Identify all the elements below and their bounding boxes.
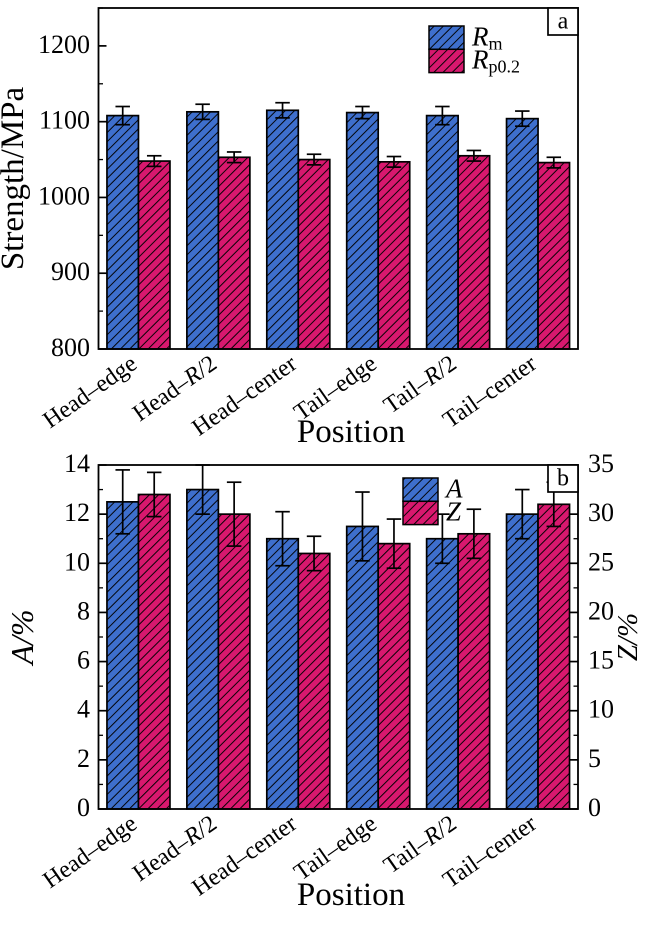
- svg-text:a: a: [558, 9, 569, 35]
- svg-text:Z: Z: [446, 497, 462, 527]
- svg-text:12: 12: [64, 498, 90, 527]
- svg-text:2: 2: [77, 744, 90, 773]
- svg-text:15: 15: [588, 646, 614, 675]
- svg-text:8: 8: [77, 596, 90, 625]
- svg-text:1000: 1000: [38, 181, 90, 210]
- svg-text:20: 20: [588, 596, 614, 625]
- svg-text:800: 800: [51, 333, 90, 362]
- svg-text:1200: 1200: [38, 30, 90, 59]
- svg-text:10: 10: [64, 547, 90, 576]
- svg-text:900: 900: [51, 257, 90, 286]
- svg-text:14: 14: [64, 449, 90, 478]
- svg-text:10: 10: [588, 695, 614, 724]
- svg-text:A/%: A/%: [4, 609, 40, 666]
- svg-text:Z/%: Z/%: [612, 613, 644, 661]
- svg-text:0: 0: [77, 793, 90, 822]
- svg-text:Position: Position: [297, 414, 405, 450]
- svg-text:30: 30: [588, 498, 614, 527]
- svg-text:5: 5: [588, 744, 601, 773]
- svg-text:Strength/MPa: Strength/MPa: [0, 86, 31, 270]
- svg-text:6: 6: [77, 646, 90, 675]
- svg-text:b: b: [557, 466, 569, 492]
- svg-text:35: 35: [588, 449, 614, 478]
- svg-text:0: 0: [588, 793, 601, 822]
- svg-text:1100: 1100: [39, 106, 90, 135]
- svg-text:25: 25: [588, 547, 614, 576]
- svg-text:4: 4: [77, 695, 90, 724]
- svg-text:Position: Position: [297, 877, 405, 913]
